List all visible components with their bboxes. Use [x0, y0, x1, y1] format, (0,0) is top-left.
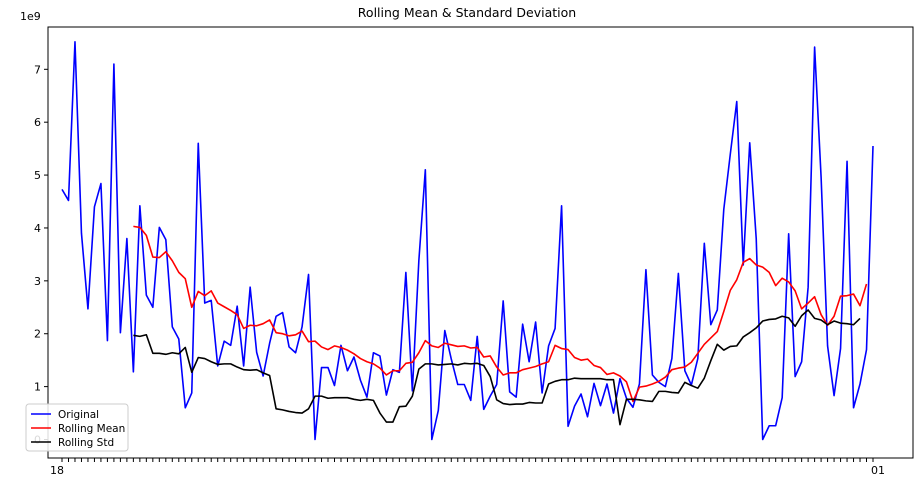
- y-tick-label: 6: [34, 116, 41, 129]
- legend-label: Rolling Std: [58, 437, 114, 449]
- legend-label: Original: [58, 409, 99, 421]
- series-line-rolling-mean: [133, 225, 868, 403]
- y-tick-label: 2: [34, 328, 41, 341]
- series-line-original: [61, 41, 874, 441]
- y-tick-label: 1: [34, 381, 41, 394]
- y-tick-label: 7: [34, 63, 41, 76]
- axes-frame: [47, 26, 914, 459]
- y-tick-label: 3: [34, 275, 41, 288]
- y-axis: 01234567: [34, 63, 48, 446]
- x-tick-label-last: 01: [871, 464, 885, 477]
- series-line-rolling-std: [133, 309, 861, 426]
- legend-label: Rolling Mean: [58, 423, 125, 435]
- y-tick-label: 5: [34, 169, 41, 182]
- legend: Original Rolling Mean Rolling Std: [25, 403, 129, 452]
- x-tick-label-first: 18: [50, 464, 64, 477]
- y-tick-label: 4: [34, 222, 41, 235]
- plot-area: [61, 41, 874, 441]
- y-axis-offset-label: 1e9: [20, 10, 41, 23]
- x-axis: 18 01: [50, 458, 885, 477]
- chart-title: Rolling Mean & Standard Deviation: [358, 5, 576, 20]
- legend-box: [25, 403, 129, 452]
